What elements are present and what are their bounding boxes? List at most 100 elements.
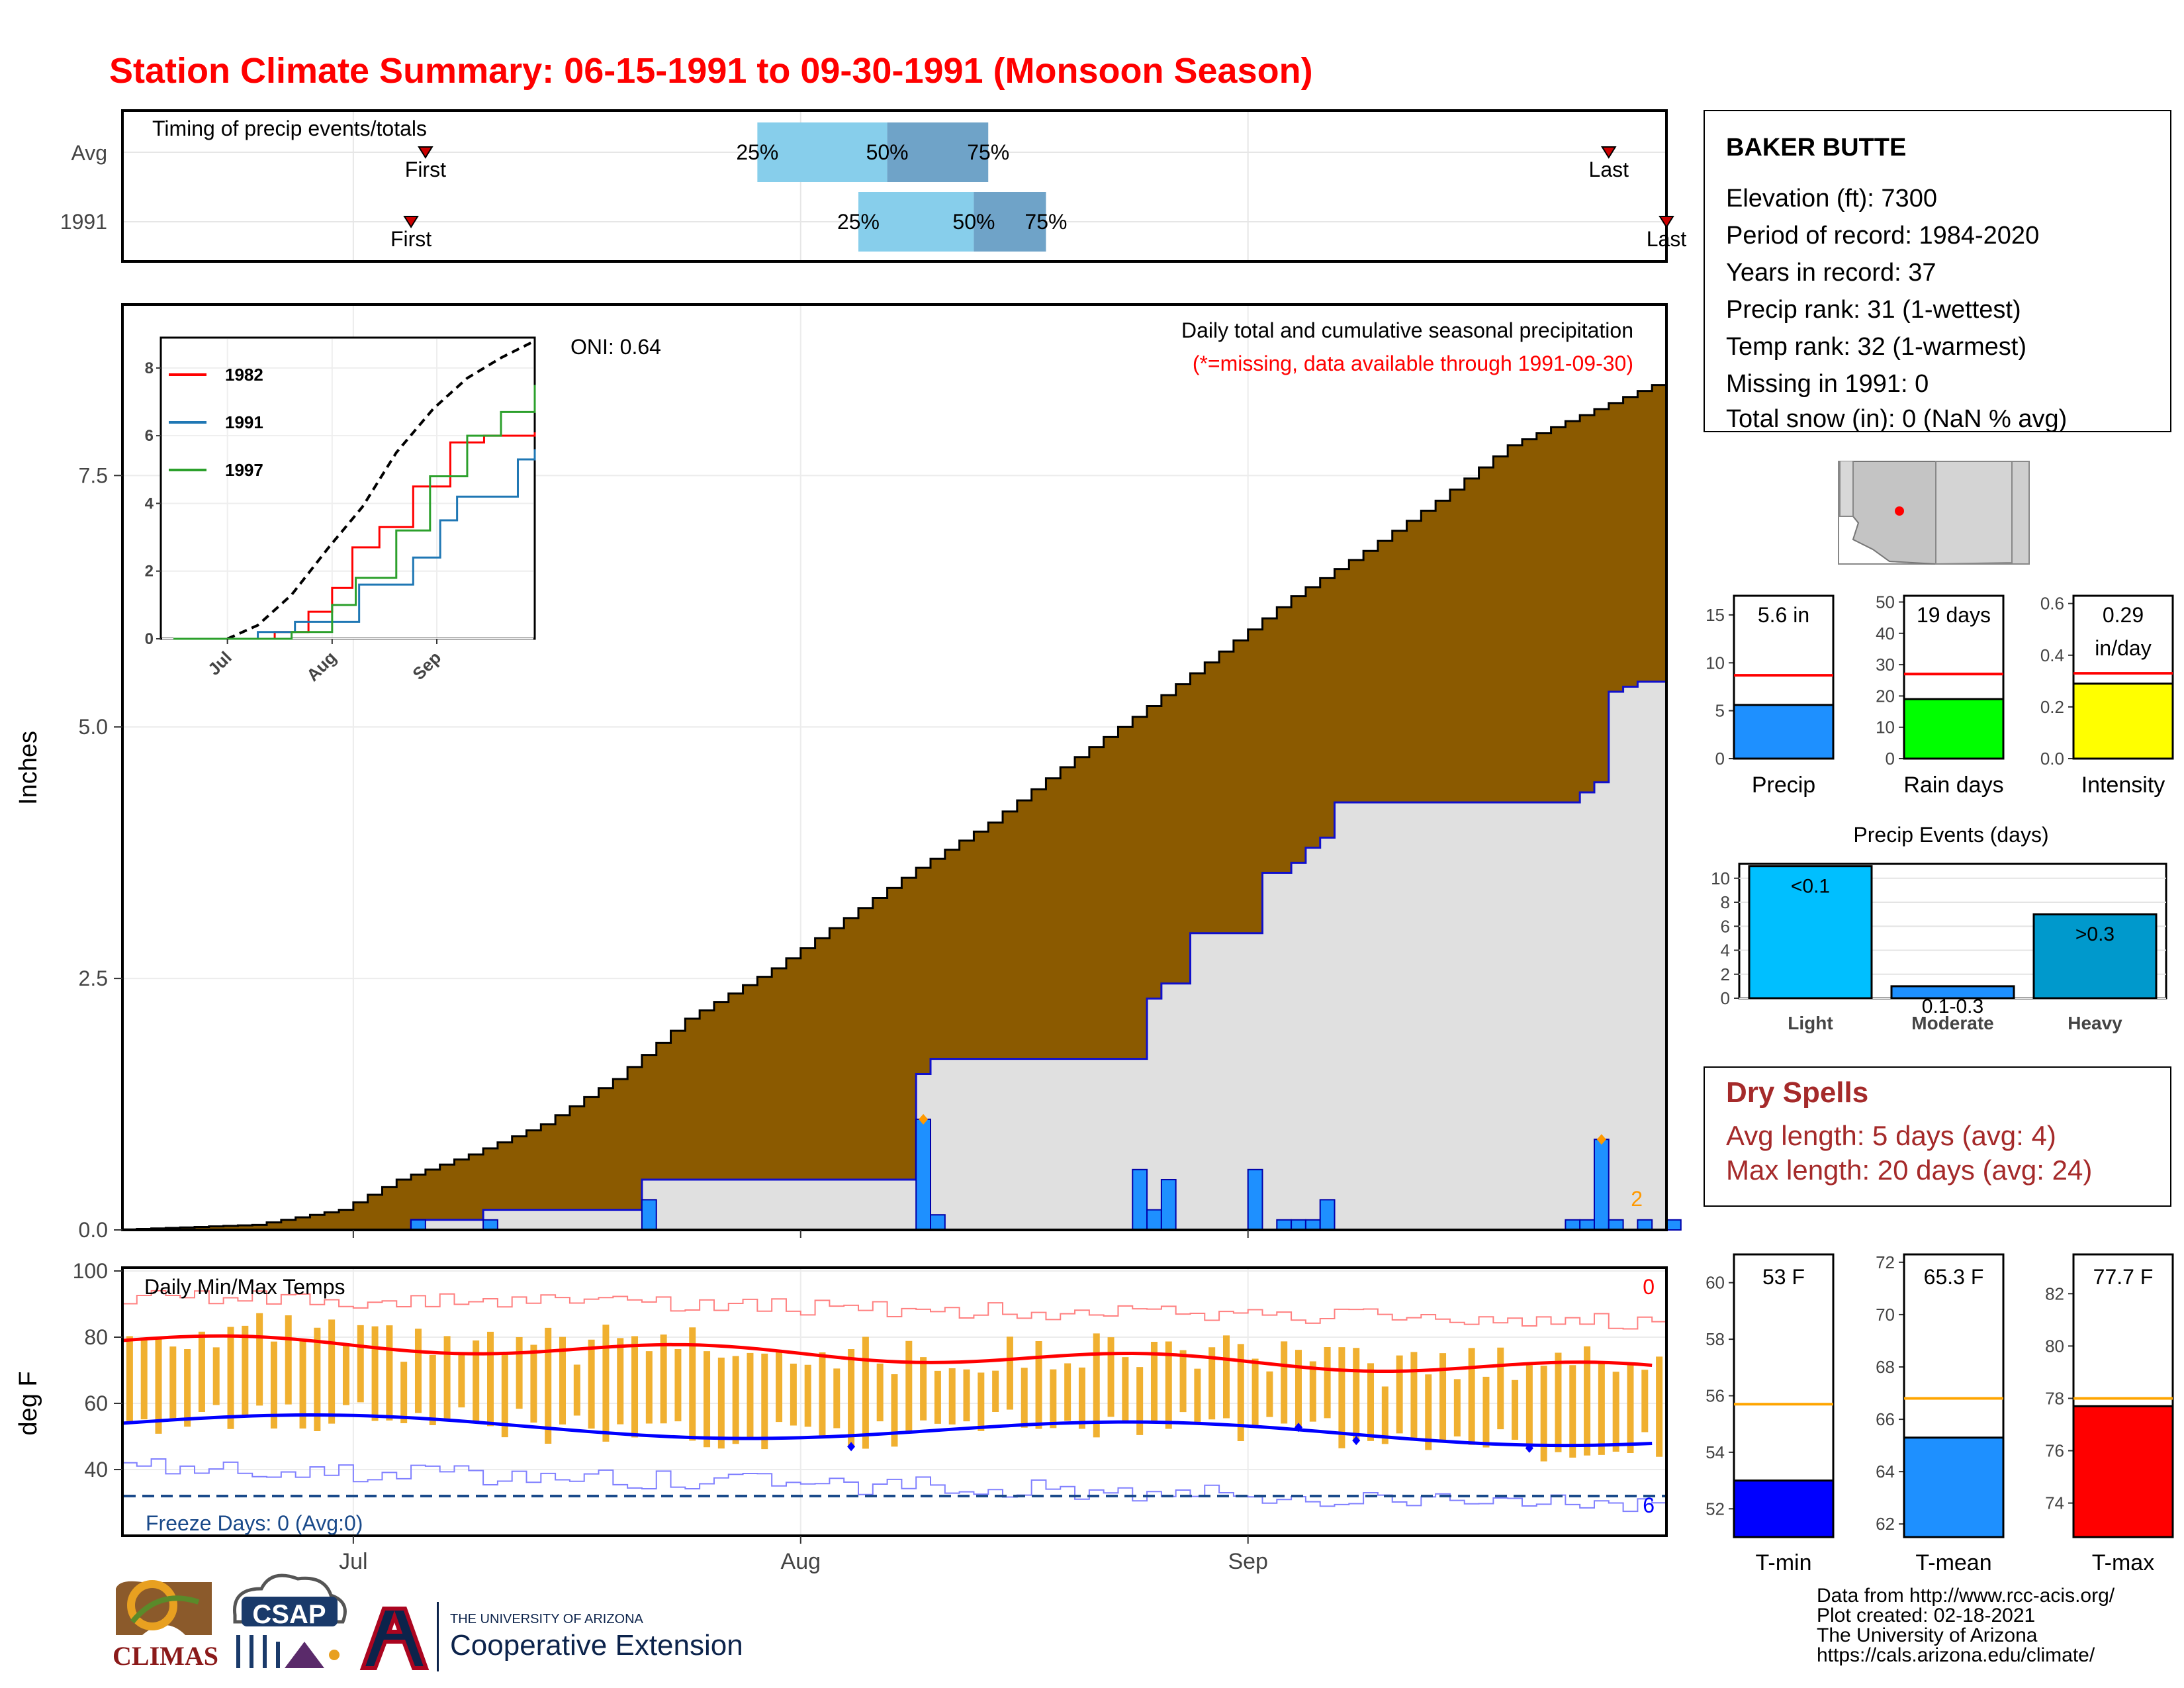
footer-credits: Data from http://www.rcc-acis.org/ Plot …: [1817, 1585, 2115, 1666]
timing-last-marker: [1659, 216, 1674, 228]
temp-ytick-label: 40: [84, 1458, 108, 1481]
timing-last-label: Last: [1647, 227, 1687, 251]
total-name: Intensity: [2081, 773, 2165, 798]
quartile-75-label: 75%: [967, 140, 1009, 164]
temp-summary-chart-3: 74 76 78 80 82 77.7 F T-max: [2045, 1253, 2174, 1575]
timing-last-marker: [1600, 146, 1617, 159]
locator-map: [1838, 461, 2030, 565]
events-bar: [1748, 865, 1873, 1000]
temp-summary-name: T-max: [2092, 1550, 2154, 1575]
events-bar-label: >0.3: [2075, 923, 2115, 945]
daily-precip-bar: [482, 1219, 498, 1231]
inset-ytick-label: 2: [145, 563, 154, 581]
daily-precip-bar: [1565, 1219, 1581, 1231]
total-name: Rain days: [1903, 773, 2003, 798]
daily-precip-bar: [641, 1199, 657, 1231]
record-max-line: [122, 1289, 1666, 1330]
station-line: Elevation (ft): 7300: [1726, 185, 1937, 212]
timing-label: Timing of precip events/totals: [152, 117, 427, 140]
footer-line: The University of Arizona: [1817, 1624, 2038, 1646]
climas-logo: CLIMAS: [113, 1580, 218, 1671]
inset-ytick-label: 0: [145, 630, 154, 648]
main-caption-note: (*=missing, data available through 1991-…: [1193, 352, 1633, 375]
total-ytick-label: 40: [1876, 624, 1895, 643]
temp-summary-ytick-label: 64: [1876, 1462, 1895, 1481]
temps-label: Daily Min/Max Temps: [144, 1275, 345, 1299]
station-line: Period of record: 1984-2020: [1726, 222, 2039, 250]
total-value-label: 5.6 in: [1758, 603, 1809, 627]
temp-summary-value-label: 77.7 F: [2093, 1265, 2154, 1289]
inset-series-line: [173, 385, 536, 640]
main-ytick-label: 2.5: [79, 966, 108, 990]
quartile-50-label: 50%: [952, 210, 995, 234]
temperature-panel: 40 60 80 100 Daily Min/Max Temps 0 6 Freeze…: [15, 1259, 1668, 1574]
timing-row-avg: Avg: [71, 141, 107, 165]
total-ytick-label: 0: [1715, 749, 1725, 769]
daily-precip-bar: [1666, 1219, 1682, 1231]
temp-summary-ytick-label: 54: [1706, 1442, 1725, 1462]
footer-line: Data from http://www.rcc-acis.org/: [1817, 1585, 2115, 1607]
total-ytick-label: 50: [1876, 592, 1895, 612]
total-ytick-label: 15: [1706, 605, 1725, 625]
temp-summary-chart-2: 62 64 66 68 70 72 65.3 F T-mean: [1876, 1252, 2005, 1575]
inset-series-line: [173, 449, 536, 640]
dry-spells-box: Dry Spells Avg length: 5 days (avg: 4) M…: [1704, 1066, 2171, 1207]
total-chart-2: 0 10 20 30 40 50 19 days Rain days: [1876, 592, 2005, 798]
daily-precip-bar: [1247, 1168, 1263, 1231]
temp-summary-ytick-label: 58: [1706, 1329, 1725, 1349]
daily-precip-bar: [1579, 1219, 1595, 1231]
daily-precip-bar: [1637, 1219, 1653, 1231]
temp-ytick-label: 80: [84, 1325, 108, 1349]
temp-summary-bar: [1903, 1436, 2005, 1538]
events-ytick-label: 8: [1721, 892, 1730, 912]
date-xtick-label: Aug: [781, 1549, 821, 1574]
events-bar-label: 0.1-0.3: [1922, 996, 1983, 1017]
inset-ytick-label: 4: [145, 494, 154, 512]
ua-logo-bottom: Cooperative Extension: [450, 1629, 743, 1662]
total-ytick-label: 30: [1876, 655, 1895, 675]
total-ytick-label: 0.6: [2040, 594, 2064, 614]
temps-count-bottom: 6: [1643, 1493, 1655, 1517]
quartile-75-label: 75%: [1024, 210, 1067, 234]
total-ytick-label: 10: [1876, 718, 1895, 737]
avg-tmax-line: [122, 1334, 1653, 1374]
events-ytick-label: 0: [1721, 988, 1730, 1008]
daily-precip-bar: [1276, 1219, 1293, 1231]
main-corner-count: 2: [1631, 1187, 1643, 1211]
temps-ylabel: deg F: [15, 1371, 42, 1435]
temp-ytick-label: 100: [73, 1259, 108, 1283]
quartile-bar-25-50: [858, 192, 974, 252]
timing-first-marker: [403, 216, 419, 228]
daily-precip-bar: [410, 1219, 426, 1231]
events-ytick-label: 6: [1721, 916, 1730, 936]
total-bar: [1733, 704, 1835, 760]
temp-summary-value-label: 53 F: [1762, 1265, 1805, 1289]
main-caption: Daily total and cumulative seasonal prec…: [1181, 318, 1633, 342]
temp-summary-ytick-label: 74: [2045, 1493, 2064, 1513]
daily-precip-bar: [1132, 1168, 1148, 1231]
timing-first-label: First: [390, 227, 432, 251]
daily-precip-bar: [1319, 1199, 1336, 1231]
temp-summary-ytick-label: 82: [2045, 1284, 2064, 1303]
station-info-box: BAKER BUTTE Elevation (ft): 7300 Period …: [1704, 110, 2171, 433]
daily-precip-bar: [1593, 1139, 1610, 1231]
freeze-days-label: Freeze Days: 0 (Avg:0): [146, 1511, 363, 1535]
main-ytick-label: 0.0: [79, 1218, 108, 1242]
temp-summary-ytick-label: 56: [1706, 1386, 1725, 1406]
events-category-label: Heavy: [2068, 1013, 2122, 1033]
quartile-bar-50-75: [887, 122, 989, 182]
temp-summary-name: T-mean: [1915, 1550, 1991, 1575]
temp-summary-ytick-label: 68: [1876, 1357, 1895, 1377]
total-ytick-label: 20: [1876, 686, 1895, 706]
daily-precip-bar: [915, 1118, 932, 1231]
events-bar: [2032, 913, 2158, 1000]
year-cumulative-area: [122, 667, 1668, 1231]
events-category-label: Light: [1788, 1013, 1833, 1033]
temp-summary-bar: [2072, 1405, 2174, 1538]
dry-spells-max: Max length: 20 days (avg: 24): [1726, 1154, 2092, 1186]
total-name: Precip: [1752, 773, 1815, 798]
main-ytick-label: 5.0: [79, 715, 108, 739]
total-value-label: 0.29: [2103, 603, 2144, 627]
station-name: BAKER BUTTE: [1726, 134, 1906, 162]
